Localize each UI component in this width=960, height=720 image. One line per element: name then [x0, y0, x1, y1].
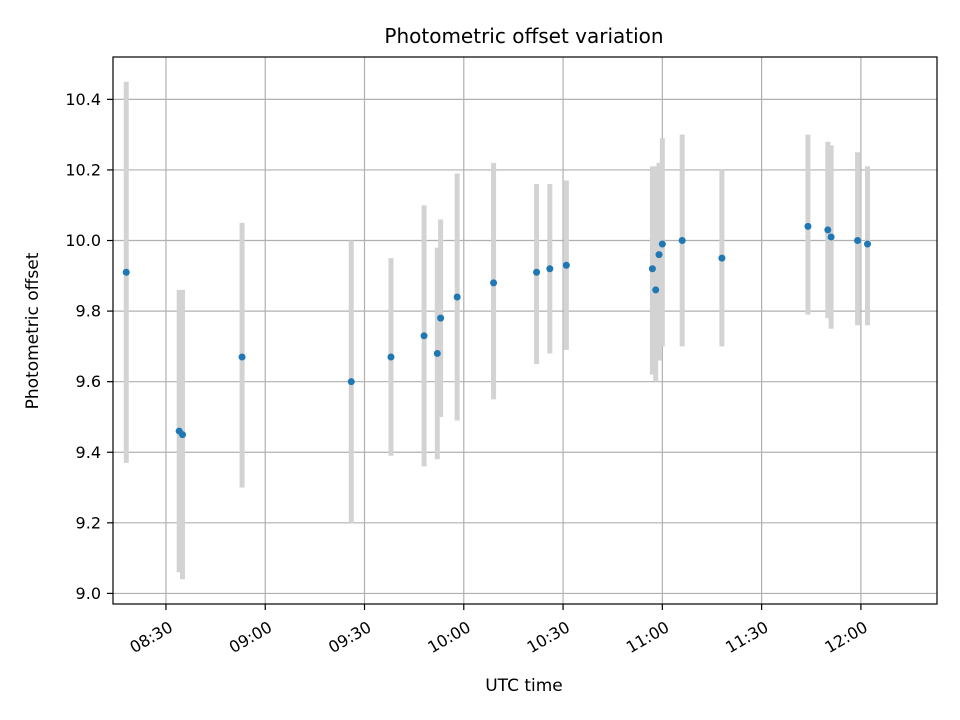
x-axis-label: UTC time: [485, 676, 563, 696]
data-point: [804, 222, 812, 230]
data-point: [827, 233, 835, 241]
data-point: [122, 268, 130, 276]
y-tick-label: 9.8: [76, 302, 101, 321]
y-axis-ticks: 9.0 9.2 9.4 9.6 9.8 10.0 10.2 10.4: [65, 90, 113, 603]
error-bars: [123, 81, 871, 580]
data-point: [238, 353, 246, 361]
y-tick-label: 9.4: [76, 443, 101, 462]
x-tick-label: 10:00: [424, 617, 473, 657]
data-point: [562, 261, 570, 269]
data-point: [347, 378, 355, 386]
x-tick-label: 09:30: [325, 617, 374, 657]
grid-lines: [113, 57, 937, 604]
data-point: [437, 314, 445, 322]
data-point: [387, 353, 395, 361]
x-tick-label: 09:00: [226, 617, 275, 657]
y-tick-label: 9.2: [76, 513, 101, 532]
chart-title: Photometric offset variation: [384, 24, 663, 48]
data-point: [433, 349, 441, 357]
y-tick-label: 9.0: [76, 584, 101, 603]
y-axis-label: Photometric offset: [23, 252, 43, 409]
x-tick-label: 11:00: [623, 617, 672, 657]
data-point: [658, 240, 666, 248]
plot-frame: [112, 56, 938, 605]
y-tick-label: 9.6: [76, 372, 101, 391]
data-point: [178, 431, 186, 439]
data-point: [678, 237, 686, 245]
x-tick-label: 10:30: [524, 617, 573, 657]
data-point: [854, 237, 862, 245]
data-point: [652, 286, 660, 294]
data-point: [453, 293, 461, 301]
data-point: [546, 265, 554, 273]
y-tick-label: 10.2: [65, 160, 101, 179]
data-point: [648, 265, 656, 273]
data-points: [122, 222, 872, 439]
data-point: [533, 268, 541, 276]
y-tick-label: 10.0: [65, 231, 101, 250]
x-tick-label: 08:30: [127, 617, 176, 657]
data-point: [824, 226, 832, 234]
data-point: [490, 279, 498, 287]
data-point: [420, 332, 428, 340]
data-point: [864, 240, 872, 248]
y-tick-label: 10.4: [65, 90, 101, 109]
data-point: [718, 254, 726, 262]
x-axis-ticks: 08:30 09:00 09:30 10:00 10:30 11:00 11:30 12:00: [127, 604, 871, 657]
x-tick-label: 11:30: [722, 617, 771, 657]
x-tick-label: 12:00: [821, 617, 870, 657]
data-point: [655, 251, 663, 259]
